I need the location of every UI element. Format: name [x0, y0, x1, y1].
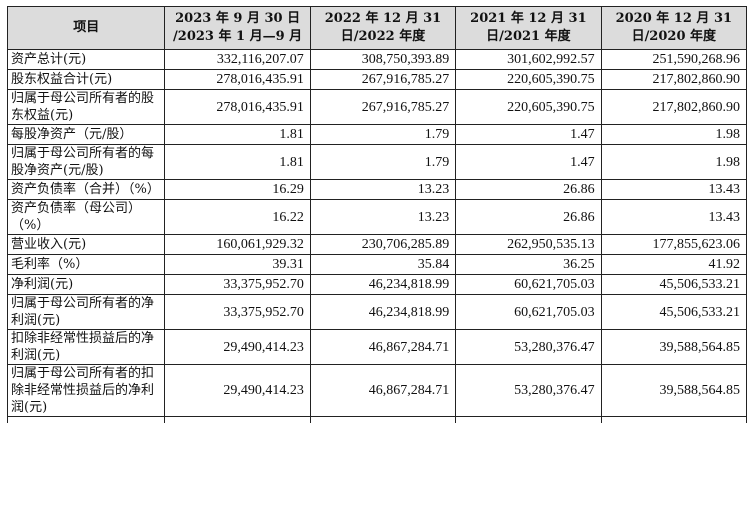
table-row: 毛利率（%） 39.31 35.84 36.25 41.92: [6, 254, 748, 275]
table-row: 营业收入(元) 160,061,929.32 230,706,285.89 26…: [6, 234, 748, 255]
cell-value: 39.31: [164, 254, 311, 275]
cell-value: 46,234,818.99: [309, 294, 457, 330]
header-2023-q3: 2023 年 9 月 30 日 /2023 年 1 月—9 月: [164, 6, 311, 50]
cell-value: 33,375,952.70: [164, 274, 311, 295]
cell-value: 13.23: [309, 199, 457, 235]
table-row-cut-off: [6, 416, 748, 423]
header-2022: 2022 年 12 月 31 日/2022 年度: [309, 6, 457, 50]
row-label: 资产负债率（合并）（%）: [6, 179, 166, 200]
cell-value: 220,605,390.75: [455, 69, 602, 90]
cell-value: 45,506,533.21: [600, 294, 748, 330]
cell-value: 35.84: [309, 254, 457, 275]
table-row: 归属于母公司所有者的净利润(元) 33,375,952.70 46,234,81…: [6, 294, 748, 330]
table-row: 资产负债率（母公司）（%） 16.22 13.23 26.86 13.43: [6, 199, 748, 235]
cell-value: 46,867,284.71: [309, 329, 457, 365]
table-row: 资产总计(元) 332,116,207.07 308,750,393.89 30…: [6, 49, 748, 70]
cell-value: 29,490,414.23: [164, 329, 311, 365]
cell-value: 60,621,705.03: [455, 294, 602, 330]
cell-value: 41.92: [600, 254, 748, 275]
cell-value: 262,950,535.13: [455, 234, 602, 255]
cell-value: 1.98: [600, 124, 748, 145]
row-label: 毛利率（%）: [6, 254, 166, 275]
cell-value: 278,016,435.91: [164, 69, 311, 90]
cell-value: 217,802,860.90: [600, 89, 748, 125]
cell-value: 1.47: [455, 124, 602, 145]
cell-value: 36.25: [455, 254, 602, 275]
header-2021: 2021 年 12 月 31 日/2021 年度: [455, 6, 602, 50]
cell-value: 332,116,207.07: [164, 49, 311, 70]
cell-value: 267,916,785.27: [309, 89, 457, 125]
header-item: 项目: [6, 6, 166, 50]
row-label: 资产总计(元): [6, 49, 166, 70]
row-label: 归属于母公司所有者的每股净资产(元/股): [6, 144, 166, 180]
table-row: 股东权益合计(元) 278,016,435.91 267,916,785.27 …: [6, 69, 748, 90]
cell-value: 46,234,818.99: [309, 274, 457, 295]
cell-value: 53,280,376.47: [455, 329, 602, 365]
financial-table: 项目 2023 年 9 月 30 日 /2023 年 1 月—9 月 2022 …: [6, 6, 748, 423]
cell-value: 16.29: [164, 179, 311, 200]
cell-value: 53,280,376.47: [455, 364, 602, 417]
row-label: 营业收入(元): [6, 234, 166, 255]
cell-value: 1.79: [309, 144, 457, 180]
table-row: 资产负债率（合并）（%） 16.29 13.23 26.86 13.43: [6, 179, 748, 200]
cell-value: 45,506,533.21: [600, 274, 748, 295]
table-row: 归属于母公司所有者的股东权益(元) 278,016,435.91 267,916…: [6, 89, 748, 125]
cell-value: 33,375,952.70: [164, 294, 311, 330]
cell-value: 177,855,623.06: [600, 234, 748, 255]
cell-value: 1.81: [164, 124, 311, 145]
table-row: 每股净资产（元/股） 1.81 1.79 1.47 1.98: [6, 124, 748, 145]
cell-value: 39,588,564.85: [600, 364, 748, 417]
cell-value: 29,490,414.23: [164, 364, 311, 417]
cell-value: 60,621,705.03: [455, 274, 602, 295]
header-2020: 2020 年 12 月 31 日/2020 年度: [600, 6, 748, 50]
table-row: 净利润(元) 33,375,952.70 46,234,818.99 60,62…: [6, 274, 748, 295]
cell-value: 230,706,285.89: [309, 234, 457, 255]
table-row: 归属于母公司所有者的每股净资产(元/股) 1.81 1.79 1.47 1.98: [6, 144, 748, 180]
row-label: 股东权益合计(元): [6, 69, 166, 90]
row-label: 归属于母公司所有者的净利润(元): [6, 294, 166, 330]
row-label: 扣除非经常性损益后的净利润(元): [6, 329, 166, 365]
header-row: 项目 2023 年 9 月 30 日 /2023 年 1 月—9 月 2022 …: [6, 6, 748, 50]
cell-value: 251,590,268.96: [600, 49, 748, 70]
row-label: 每股净资产（元/股）: [6, 124, 166, 145]
cell-value: 160,061,929.32: [164, 234, 311, 255]
cell-value: 1.47: [455, 144, 602, 180]
cell-value: 308,750,393.89: [309, 49, 457, 70]
row-label: 归属于母公司所有者的股东权益(元): [6, 89, 166, 125]
cell-value: 301,602,992.57: [455, 49, 602, 70]
cell-value: 278,016,435.91: [164, 89, 311, 125]
cell-value: 39,588,564.85: [600, 329, 748, 365]
cell-value: 1.79: [309, 124, 457, 145]
cell-value: 13.43: [600, 179, 748, 200]
cell-value: 46,867,284.71: [309, 364, 457, 417]
table-row: 归属于母公司所有者的扣除非经常性损益后的净利润(元) 29,490,414.23…: [6, 364, 748, 417]
row-label: 资产负债率（母公司）（%）: [6, 199, 166, 235]
cell-value: 26.86: [455, 179, 602, 200]
cell-value: 220,605,390.75: [455, 89, 602, 125]
table-row: 扣除非经常性损益后的净利润(元) 29,490,414.23 46,867,28…: [6, 329, 748, 365]
cell-value: 16.22: [164, 199, 311, 235]
cell-value: 13.43: [600, 199, 748, 235]
cell-value: 217,802,860.90: [600, 69, 748, 90]
cell-value: 1.98: [600, 144, 748, 180]
cell-value: 26.86: [455, 199, 602, 235]
cell-value: 13.23: [309, 179, 457, 200]
cell-value: 267,916,785.27: [309, 69, 457, 90]
cell-value: 1.81: [164, 144, 311, 180]
row-label: 净利润(元): [6, 274, 166, 295]
row-label: 归属于母公司所有者的扣除非经常性损益后的净利润(元): [6, 364, 166, 417]
